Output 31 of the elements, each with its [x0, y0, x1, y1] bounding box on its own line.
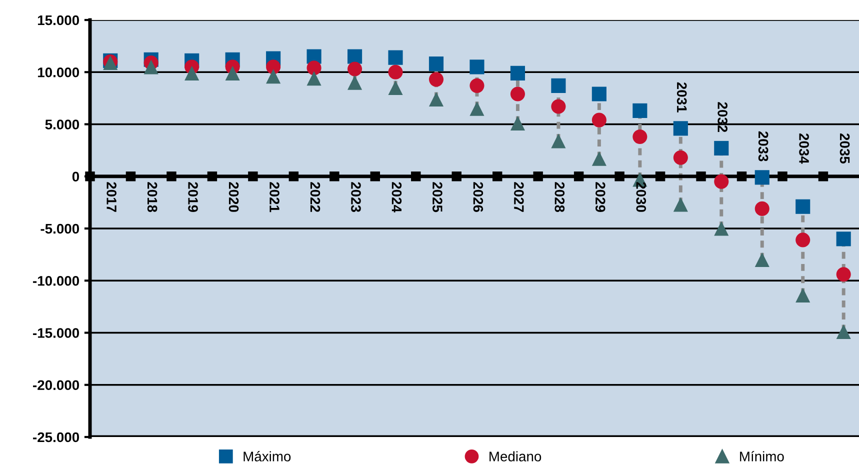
y-tick-label: -20.000 — [33, 380, 80, 390]
x-tick-label: 2028 — [554, 182, 565, 212]
x-tick-label: 2020 — [228, 182, 239, 212]
x-tick-label: 2026 — [473, 182, 484, 212]
x-tick-label: 2019 — [188, 182, 198, 212]
x-tick-label: 2035 — [840, 133, 850, 164]
x-tick-label: 2023 — [351, 182, 361, 212]
x-tick-label: 2025 — [432, 182, 442, 212]
x-tick-label: 2018 — [147, 182, 158, 212]
y-tick-label: -25.000 — [33, 432, 80, 442]
legend-label: Mediano — [490, 451, 542, 462]
y-tick-label: 5.000 — [45, 120, 80, 130]
x-tick-label: 2032 — [718, 102, 728, 132]
x-tick-label: 2034 — [799, 133, 809, 164]
legend-label: Máximo — [244, 451, 291, 462]
x-tick-label: 2021 — [270, 182, 280, 212]
x-tick-label: 2033 — [758, 131, 768, 162]
legend-label: Mínimo — [740, 451, 784, 462]
y-tick-label: -15.000 — [33, 328, 80, 338]
x-tick-label: 2029 — [595, 182, 606, 212]
x-tick-label: 2024 — [392, 182, 402, 212]
x-tick-label: 2027 — [514, 182, 524, 212]
y-tick-label: -5.000 — [40, 224, 80, 234]
y-tick-label: 15.000 — [38, 15, 80, 26]
x-tick-label: 2030 — [636, 182, 646, 212]
y-tick-label: 0 — [72, 172, 80, 182]
x-tick-label: 2031 — [676, 82, 687, 112]
y-tick-label: -10.000 — [33, 276, 80, 286]
y-tick-label: 10.000 — [38, 67, 80, 78]
x-tick-label: 2022 — [310, 182, 320, 212]
x-tick-label: 2017 — [106, 182, 116, 212]
